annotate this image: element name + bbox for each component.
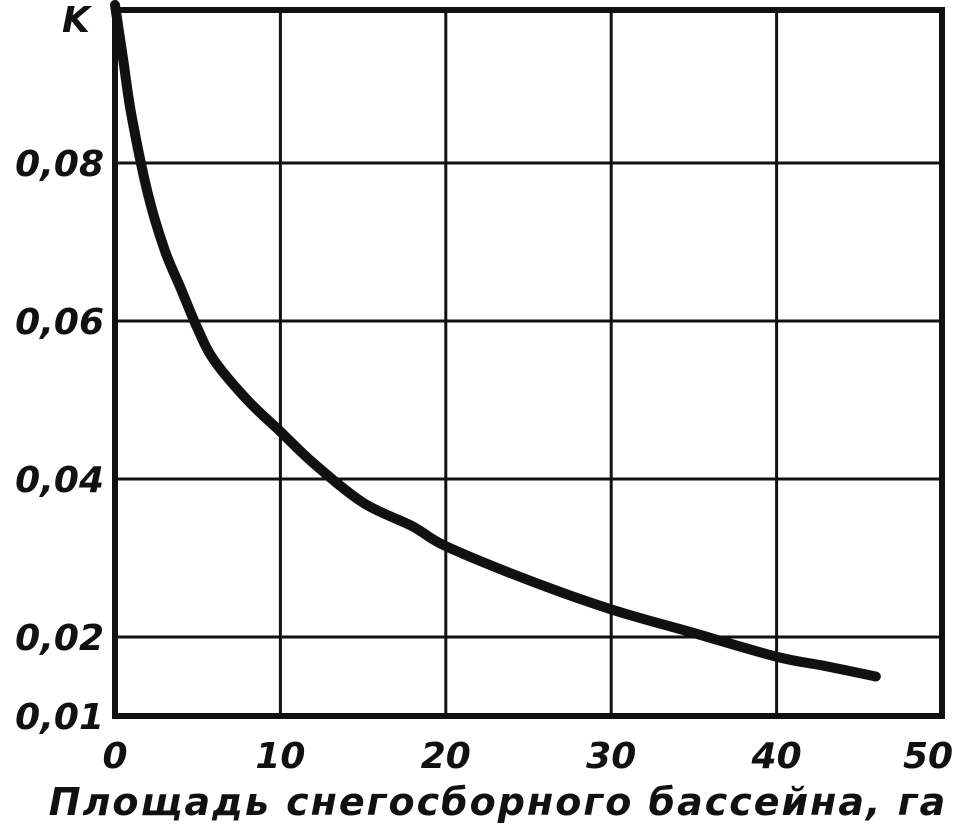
y-tick-label-0: 0,01 [15, 697, 104, 738]
plot-frame [112, 7, 945, 719]
y-axis-label: K [62, 0, 93, 41]
x-tick-label-0: 0 [102, 736, 127, 777]
y-tick-label-3: 0,06 [15, 302, 104, 343]
vertical-gridlines [278, 10, 779, 716]
x-tick-labels: 0 10 20 30 40 50 [102, 736, 953, 777]
x-axis-label: Площадь снегосборного бассейна, га [49, 780, 947, 824]
x-tick-label-2: 20 [421, 736, 471, 777]
y-tick-label-1: 0,02 [15, 618, 104, 659]
x-tick-label-5: 50 [903, 736, 953, 777]
y-tick-label-4: 0,08 [15, 144, 104, 185]
y-tick-label-2: 0,04 [15, 460, 104, 501]
y-tick-labels: 0,01 0,02 0,04 0,06 0,08 [15, 144, 104, 738]
x-tick-label-4: 40 [751, 736, 802, 777]
x-tick-label-3: 30 [586, 736, 636, 777]
horizontal-gridlines [115, 161, 942, 639]
data-line-series-1 [110, 0, 881, 682]
x-tick-label-1: 10 [255, 736, 305, 777]
